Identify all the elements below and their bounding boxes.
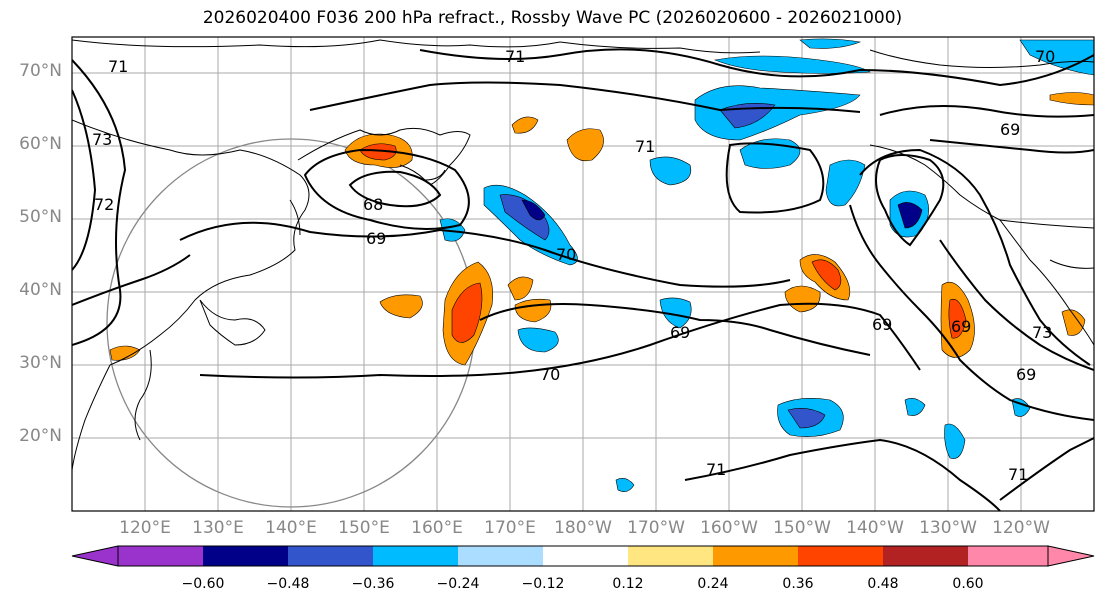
longitude-label: 170°W bbox=[627, 518, 685, 538]
colorbar-segment bbox=[798, 546, 883, 566]
contour-label: 72 bbox=[94, 195, 114, 214]
contour-label: 71 bbox=[1008, 465, 1028, 484]
colorbar-tick-label: −0.48 bbox=[266, 576, 310, 592]
contour-label: 71 bbox=[505, 47, 525, 66]
colorbar-tick-label: 0.24 bbox=[697, 576, 729, 592]
contour-label: 69 bbox=[366, 229, 386, 248]
colorbar-segment bbox=[968, 546, 1048, 566]
latitude-label: 70°N bbox=[19, 61, 62, 81]
longitude-label: 140°E bbox=[265, 518, 317, 538]
longitude-label: 180°W bbox=[554, 518, 612, 538]
height-contours bbox=[72, 48, 1094, 511]
contour-label: 69 bbox=[670, 323, 690, 342]
longitude-label: 140°W bbox=[846, 518, 904, 538]
colorbar-segment bbox=[288, 546, 373, 566]
latitude-label: 40°N bbox=[19, 280, 62, 300]
colorbar-under-triangle bbox=[71, 545, 119, 567]
longitude-label: 130°E bbox=[192, 518, 244, 538]
latitude-label: 30°N bbox=[19, 353, 62, 373]
contour-label: 73 bbox=[92, 130, 112, 149]
colorbar-segment bbox=[543, 546, 628, 566]
contour-label: 70 bbox=[556, 245, 576, 264]
contour-label: 69 bbox=[951, 317, 971, 336]
contour-label: 70 bbox=[1035, 47, 1055, 66]
positive-anomaly-shading bbox=[109, 92, 1094, 366]
longitude-label: 150°W bbox=[773, 518, 831, 538]
colorbar-tick-label: −0.12 bbox=[521, 576, 565, 592]
colorbar-segment bbox=[883, 546, 968, 566]
contour-label-group: 71 71 73 72 68 69 70 69 70 69 71 69 73 6… bbox=[92, 47, 1055, 484]
colorbar bbox=[71, 545, 1095, 567]
colorbar-segment bbox=[713, 546, 798, 566]
colorbar-tick-label: −0.36 bbox=[351, 576, 395, 592]
colorbar-tick-label: 0.48 bbox=[867, 576, 899, 592]
latitude-label: 20°N bbox=[19, 426, 62, 446]
latitude-label: 50°N bbox=[19, 207, 62, 227]
longitude-label: 130°W bbox=[919, 518, 977, 538]
contour-label: 71 bbox=[108, 57, 128, 76]
longitude-label: 160°E bbox=[411, 518, 463, 538]
map-frame bbox=[71, 36, 1095, 512]
longitude-label: 160°W bbox=[700, 518, 758, 538]
contour-label: 68 bbox=[363, 195, 383, 214]
contour-label: 71 bbox=[706, 460, 726, 479]
contour-label: 73 bbox=[1032, 323, 1052, 342]
longitude-label: 170°E bbox=[484, 518, 536, 538]
graticule bbox=[72, 37, 1094, 511]
colorbar-tick-label: 0.60 bbox=[952, 576, 984, 592]
contour-label: 70 bbox=[540, 365, 560, 384]
colorbar-segment bbox=[458, 546, 543, 566]
colorbar-tick-label: 0.12 bbox=[612, 576, 644, 592]
longitude-label: 150°E bbox=[338, 518, 390, 538]
colorbar-tick-label: 0.36 bbox=[782, 576, 814, 592]
longitude-label: 120°E bbox=[119, 518, 171, 538]
latitude-label: 60°N bbox=[19, 134, 62, 154]
coastlines bbox=[72, 39, 1094, 471]
contour-label: 69 bbox=[1000, 120, 1020, 139]
colorbar-segment bbox=[373, 546, 458, 566]
colorbar-segment bbox=[118, 546, 203, 566]
colorbar-outline bbox=[117, 545, 1049, 567]
colorbar-tick-label: −0.60 bbox=[181, 576, 225, 592]
colorbar-segment bbox=[203, 546, 288, 566]
colorbar-tick-label: −0.24 bbox=[436, 576, 480, 592]
longitude-label: 120°W bbox=[992, 518, 1050, 538]
contour-label: 69 bbox=[1016, 365, 1036, 384]
map-title: 2026020400 F036 200 hPa refract., Rossby… bbox=[202, 8, 903, 28]
contour-label: 69 bbox=[872, 315, 892, 334]
colorbar-segment bbox=[628, 546, 713, 566]
colorbar-over-triangle bbox=[1047, 545, 1095, 567]
contour-label: 71 bbox=[635, 137, 655, 156]
